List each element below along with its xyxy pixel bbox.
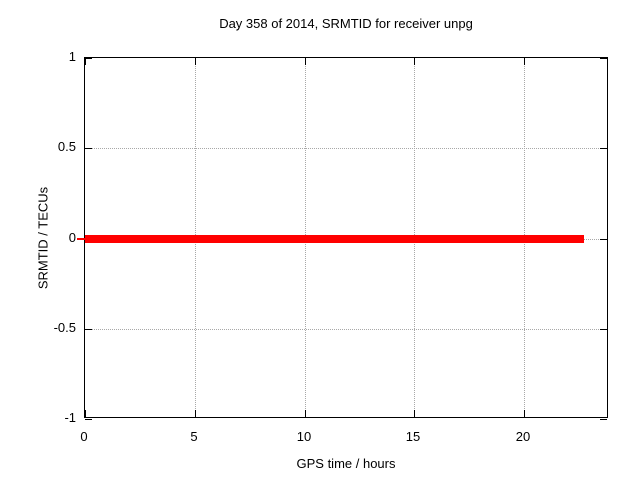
y-tick-label: 0.5 <box>57 139 76 154</box>
y-gridline <box>85 329 607 330</box>
x-tick-label: 15 <box>405 429 421 444</box>
y-tick-mark-right <box>600 58 607 59</box>
y-tick-mark-right <box>600 419 607 420</box>
x-tick-mark-top <box>524 58 525 65</box>
chart-title: Day 358 of 2014, SRMTID for receiver unp… <box>219 16 473 31</box>
plot-area <box>77 57 608 420</box>
y-tick-mark-right <box>600 239 607 240</box>
y-tick-mark-left <box>85 419 92 420</box>
y-tick-mark-right <box>600 148 607 149</box>
series-left-cap <box>77 237 85 240</box>
y-tick-label: -1 <box>64 410 76 425</box>
x-tick-label: 20 <box>515 429 531 444</box>
x-tick-mark-bottom <box>414 410 415 417</box>
x-tick-mark-bottom <box>524 410 525 417</box>
series-line-srmtid <box>85 234 584 243</box>
y-tick-label: 1 <box>68 49 76 64</box>
x-tick-mark-top <box>195 58 196 65</box>
y-tick-mark-left <box>85 58 92 59</box>
x-axis-title: GPS time / hours <box>296 456 396 471</box>
x-tick-mark-bottom <box>305 410 306 417</box>
x-tick-mark-top <box>414 58 415 65</box>
x-tick-mark-bottom <box>195 410 196 417</box>
x-tick-label: 5 <box>190 429 198 444</box>
y-tick-mark-right <box>600 329 607 330</box>
y-tick-mark-left <box>85 148 92 149</box>
y-tick-label: 0 <box>68 230 76 245</box>
y-tick-label: -0.5 <box>53 320 76 335</box>
x-tick-mark-bottom <box>85 410 86 417</box>
y-gridline <box>85 148 607 149</box>
x-tick-label: 10 <box>296 429 312 444</box>
x-tick-mark-top <box>305 58 306 65</box>
x-tick-mark-top <box>85 58 86 65</box>
y-tick-mark-left <box>85 329 92 330</box>
x-tick-label: 0 <box>80 429 88 444</box>
